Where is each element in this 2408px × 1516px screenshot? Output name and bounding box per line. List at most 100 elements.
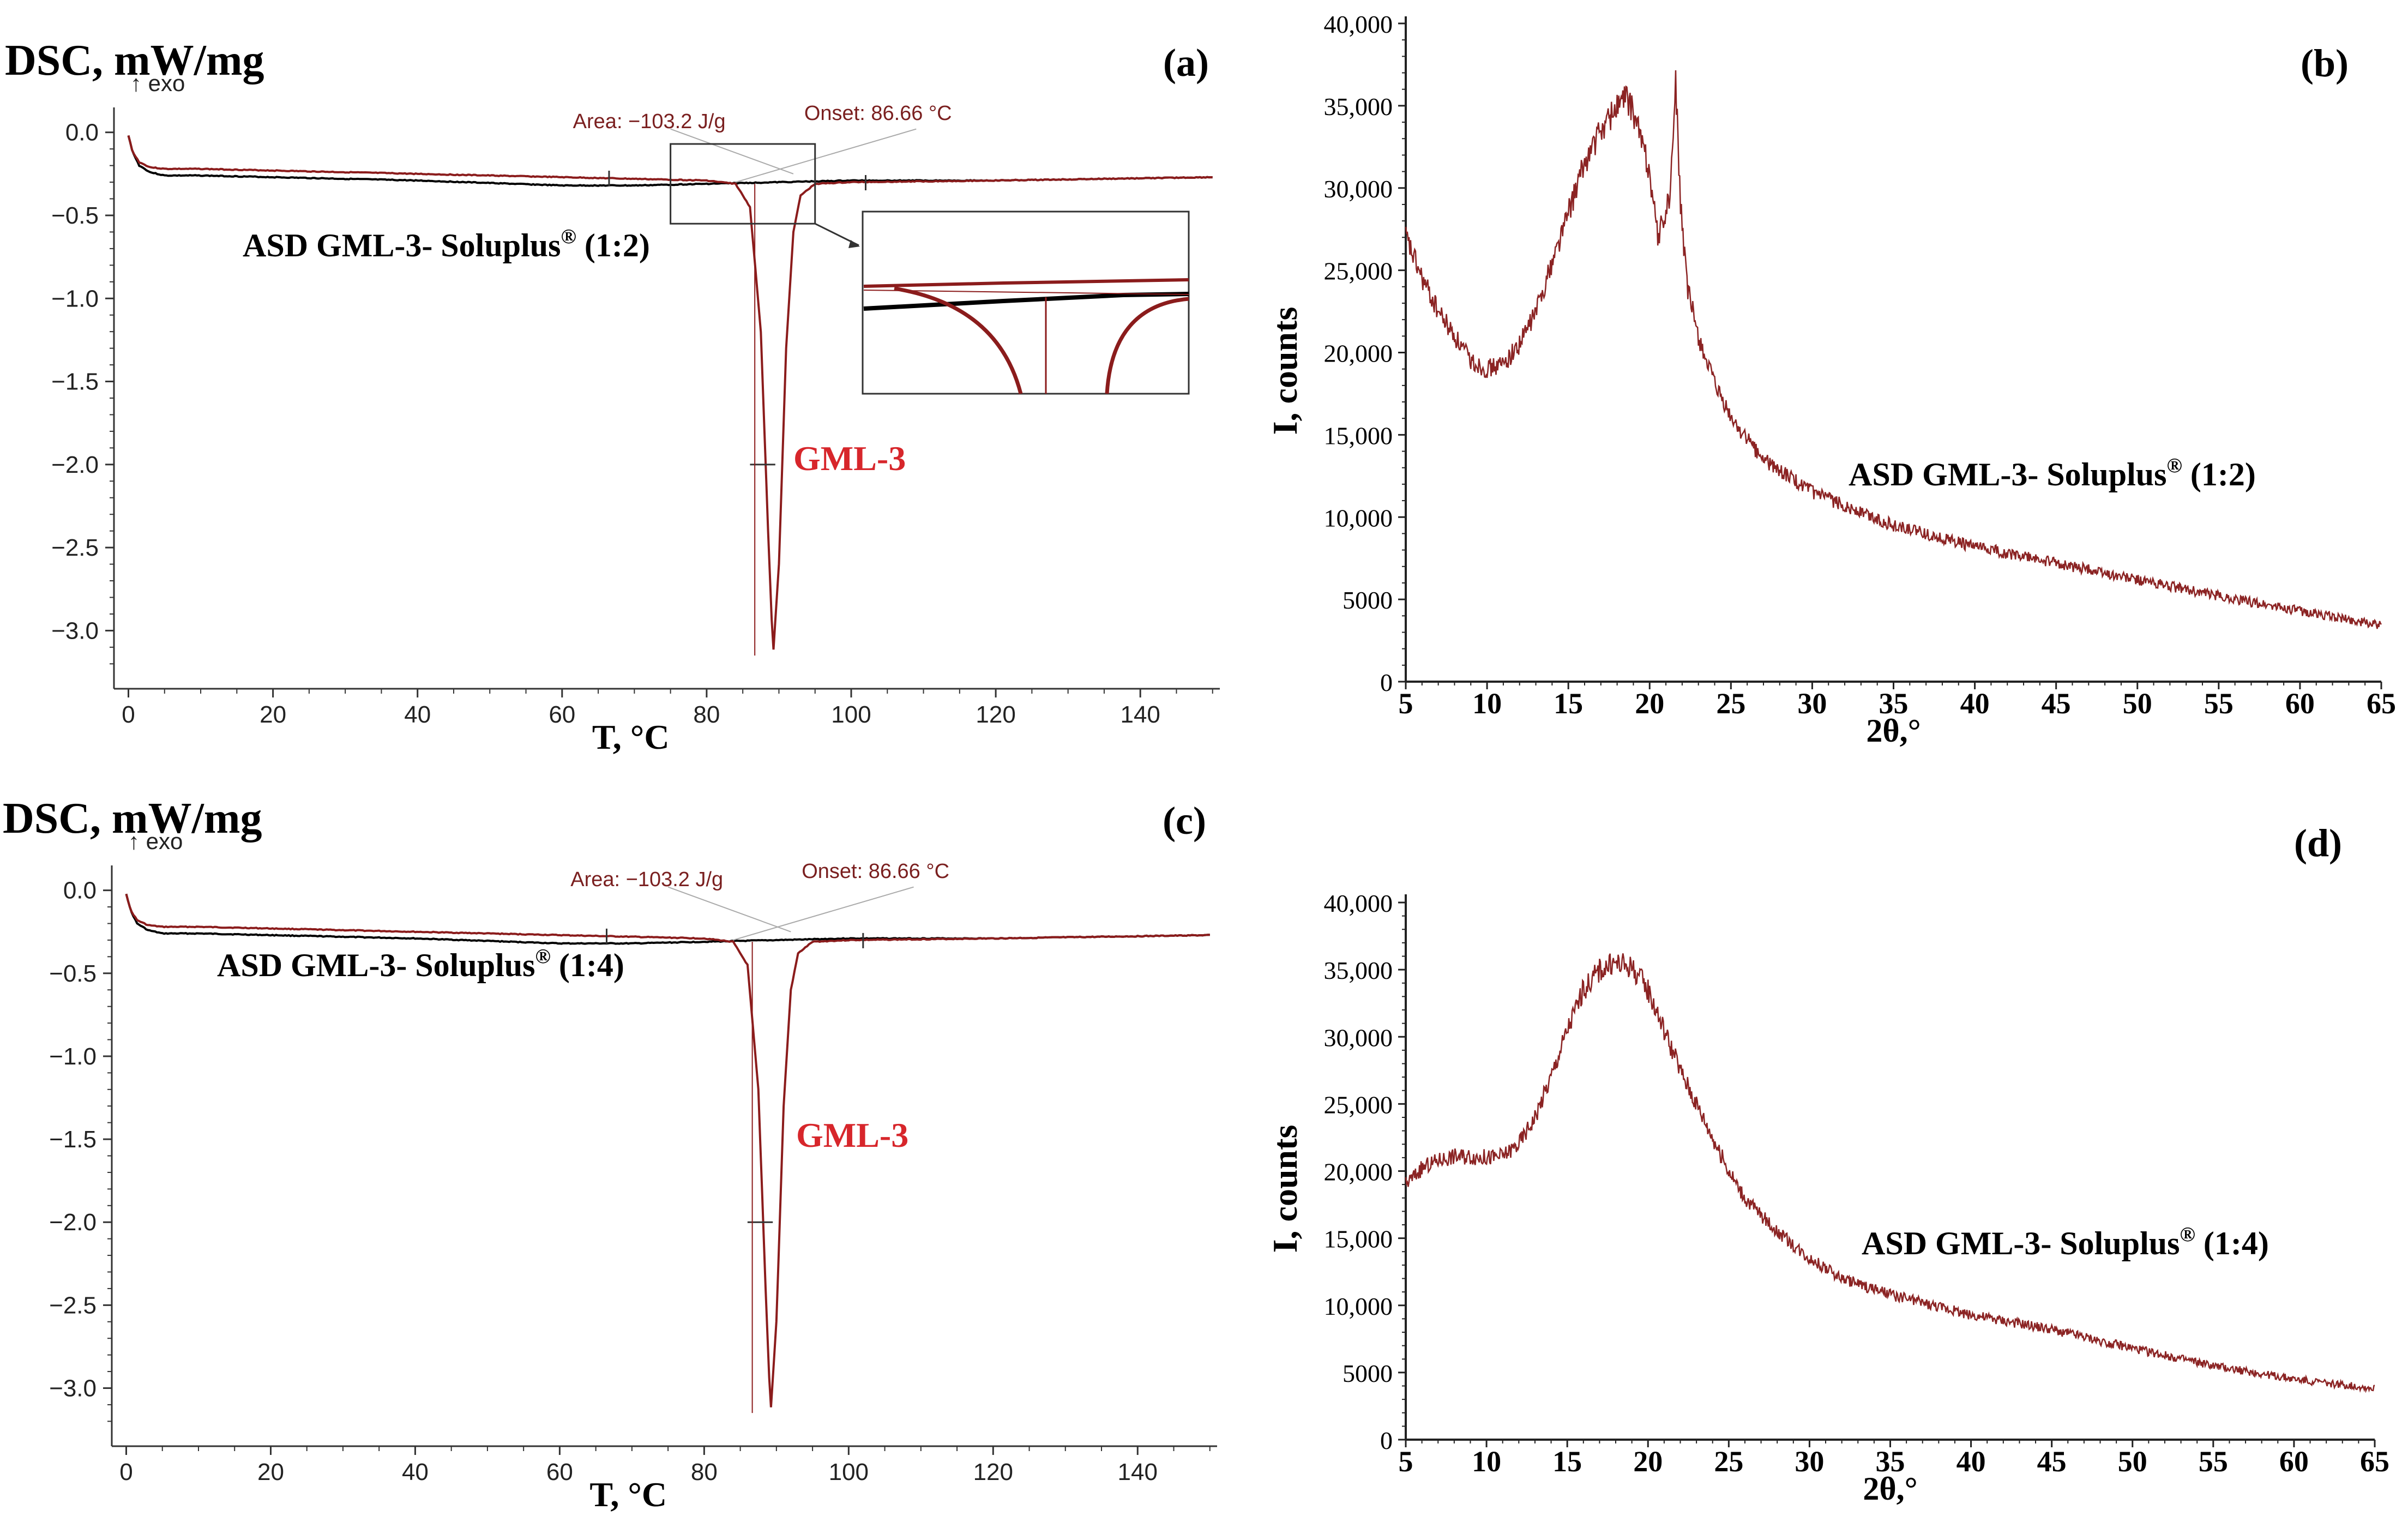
y-axis-title: I, counts xyxy=(1266,1125,1304,1253)
x-tick-label: 10 xyxy=(1472,687,1502,720)
x-tick-label: 50 xyxy=(2118,1445,2147,1478)
y-tick-label: 10,000 xyxy=(1324,504,1393,532)
x-tick-label: 80 xyxy=(691,1459,718,1485)
x-tick-label: 10 xyxy=(1472,1445,1501,1478)
y-tick-label: 5000 xyxy=(1343,1359,1393,1387)
x-tick-label: 100 xyxy=(829,1459,869,1485)
x-tick-label: 20 xyxy=(260,701,286,728)
area-leader-line xyxy=(670,128,794,175)
registered-mark: ® xyxy=(535,945,550,968)
y-tick-label: 10,000 xyxy=(1324,1292,1393,1320)
x-tick-label: 120 xyxy=(973,1459,1013,1485)
y-tick-label: −1.0 xyxy=(51,285,99,312)
x-tick-label: 60 xyxy=(2285,687,2315,720)
y-tick-label: 25,000 xyxy=(1324,1091,1393,1118)
x-tick-label: 65 xyxy=(2360,1445,2389,1478)
inset-tangent xyxy=(863,290,1189,295)
x-tick-label: 0 xyxy=(119,1459,133,1485)
dsc-chart-a: 0 20 40 60 80 100 120 140 0.0 −0.5 −1.0 −1.5 −2.0 −2.… xyxy=(5,37,1220,756)
onset-annotation: Onset: 86.66 °C xyxy=(802,860,949,883)
dsc-chart-c: 0 20 40 60 80 100 120 140 0.0 −0.5 −1.0 −1.5 −2.0 −2.… xyxy=(3,795,1217,1514)
y-axis-title: I, counts xyxy=(1266,307,1304,435)
series-line-sample xyxy=(125,893,1210,945)
registered-mark: ® xyxy=(2166,454,2182,477)
y-tick-label: 0 xyxy=(1380,669,1393,696)
x-tick-label: 35 xyxy=(1876,1445,1905,1478)
y-axis-title: DSC, mW/mg xyxy=(3,795,262,843)
x-tick-label: 55 xyxy=(2199,1445,2228,1478)
x-tick-label: 65 xyxy=(2367,687,2396,720)
panel-label: (d) xyxy=(2294,821,2342,865)
x-tick-label: 45 xyxy=(2042,687,2071,720)
y-tick-label: −1.5 xyxy=(51,369,99,395)
x-tick-label: 60 xyxy=(2279,1445,2309,1478)
inset-peak-right xyxy=(1105,297,1189,394)
y-tick-label: 25,000 xyxy=(1324,257,1393,285)
y-axis-title: DSC, mW/mg xyxy=(5,37,264,85)
x-tick-label: 25 xyxy=(1714,1445,1743,1478)
x-axis-title: T, °C xyxy=(592,718,670,756)
series-label-sample: ASD GML-3- Soluplus® (1:4) xyxy=(1862,1223,2269,1261)
y-tick-label: −0.5 xyxy=(49,960,97,987)
x-tick-label: 5 xyxy=(1399,1445,1413,1478)
y-tick-label: 40,000 xyxy=(1324,10,1393,38)
area-annotation: Area: −103.2 J/g xyxy=(570,868,723,891)
x-tick-label: 20 xyxy=(1633,1445,1663,1478)
y-tick-label: 0.0 xyxy=(65,119,99,146)
x-tick-label: 30 xyxy=(1797,687,1827,720)
xrd-chart-b: 5 10 15 20 25 30 35 40 45 50 55 60 65 0 5000 10,000 15,0… xyxy=(1266,10,2396,749)
series-label-sample-name: ASD GML-3- Soluplus xyxy=(217,947,535,983)
series-label-sample-name: ASD GML-3- Soluplus xyxy=(1849,456,2166,492)
onset-annotation: Onset: 86.66 °C xyxy=(804,102,952,125)
area-leader-line xyxy=(667,886,791,933)
series-label-sample-ratio: (1:4) xyxy=(2195,1225,2269,1261)
panel-label: (a) xyxy=(1163,41,1209,85)
series-label-sample-name: ASD GML-3- Soluplus xyxy=(1862,1225,2180,1261)
y-tick-label: 30,000 xyxy=(1324,175,1393,203)
series-label-sample: ASD GML-3- Soluplus® (1:2) xyxy=(243,225,650,263)
y-tick-label: −1.5 xyxy=(49,1126,97,1153)
y-tick-label: −3.0 xyxy=(49,1375,97,1402)
y-tick-label: 30,000 xyxy=(1324,1024,1393,1051)
xrd-chart-d: 5 10 15 20 25 30 35 40 45 50 55 60 65 0 5000 10,000 15,0… xyxy=(1266,821,2389,1507)
y-tick-label: 20,000 xyxy=(1324,1158,1393,1186)
y-tick-label: 20,000 xyxy=(1324,340,1393,368)
x-tick-label: 20 xyxy=(257,1459,284,1485)
registered-mark: ® xyxy=(2180,1223,2195,1246)
x-tick-label: 80 xyxy=(693,701,720,728)
x-axis-title: 2θ,° xyxy=(1863,1471,1917,1507)
onset-leader-line xyxy=(735,128,917,183)
y-tick-label: −0.5 xyxy=(51,202,99,229)
registered-mark: ® xyxy=(561,225,576,248)
panel-label: (b) xyxy=(2301,41,2349,85)
inset-frame xyxy=(862,210,1190,395)
y-tick-label: −2.0 xyxy=(51,452,99,478)
x-axis-title: 2θ,° xyxy=(1866,713,1921,749)
x-tick-label: 15 xyxy=(1552,1445,1582,1478)
zoom-region xyxy=(670,143,816,225)
series-label-sample-ratio: (1:4) xyxy=(551,947,624,983)
series-label-gml3: GML-3 xyxy=(796,1116,908,1154)
series-line-gml3 xyxy=(125,893,1210,1407)
exo-label: ↑ exo xyxy=(128,828,183,854)
x-tick-label: 35 xyxy=(1879,687,1909,720)
y-tick-label: 15,000 xyxy=(1324,422,1393,449)
x-tick-label: 100 xyxy=(831,701,871,728)
x-tick-label: 0 xyxy=(122,701,135,728)
inset-baseline-gml3 xyxy=(863,278,1189,288)
y-tick-label: −3.0 xyxy=(51,617,99,644)
x-tick-label: 15 xyxy=(1554,687,1583,720)
series-label-sample-ratio: (1:2) xyxy=(2182,456,2256,492)
x-tick-label: 60 xyxy=(546,1459,573,1485)
x-tick-label: 120 xyxy=(976,701,1015,728)
y-tick-label: 0 xyxy=(1380,1427,1393,1454)
series-label-gml3: GML-3 xyxy=(793,439,906,478)
x-tick-label: 40 xyxy=(1960,687,1990,720)
y-tick-label: 35,000 xyxy=(1324,93,1393,121)
x-tick-label: 140 xyxy=(1118,1459,1158,1485)
x-tick-label: 45 xyxy=(2037,1445,2067,1478)
x-tick-label: 40 xyxy=(1956,1445,1986,1478)
x-tick-label: 140 xyxy=(1120,701,1160,728)
series-label-sample-ratio: (1:2) xyxy=(576,227,650,263)
